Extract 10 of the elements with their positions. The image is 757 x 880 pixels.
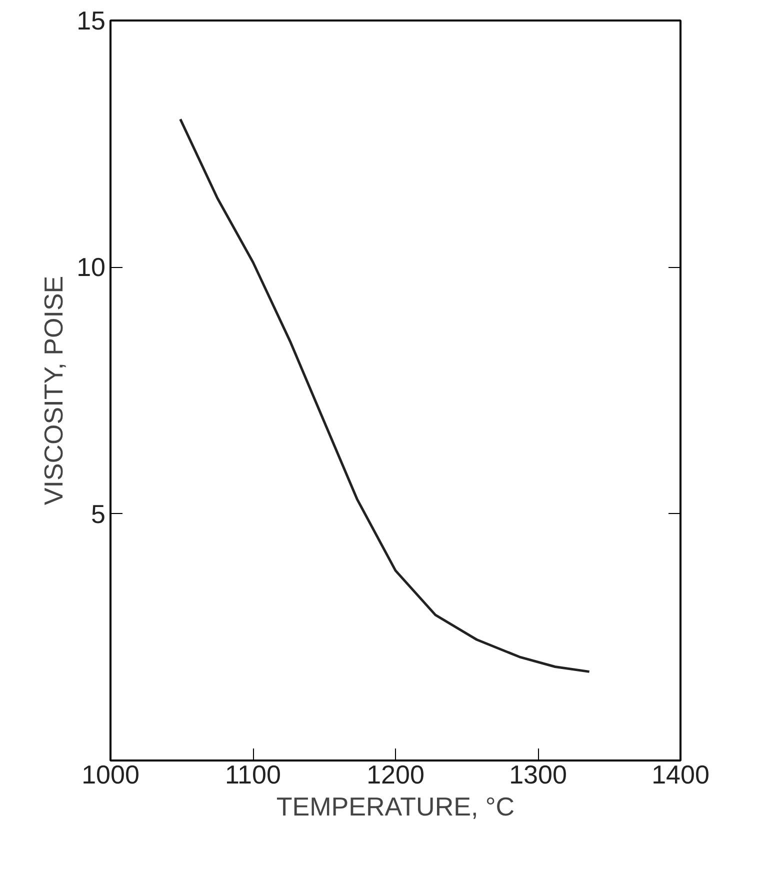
y-tick-label: 5: [91, 498, 106, 529]
y-tick-label: 15: [76, 6, 106, 36]
y-axis-title: VISCOSITY, POISE: [38, 276, 69, 506]
x-tick-label: 1300: [509, 760, 567, 790]
x-tick-label: 1400: [652, 760, 710, 790]
x-tick-label: 1000: [82, 760, 140, 790]
x-tick-label: 1200: [366, 760, 424, 790]
x-tick-label: 1100: [225, 760, 281, 790]
x-axis-title: TEMPERATURE, °C: [276, 792, 515, 822]
y-tick-label: 10: [76, 252, 106, 282]
